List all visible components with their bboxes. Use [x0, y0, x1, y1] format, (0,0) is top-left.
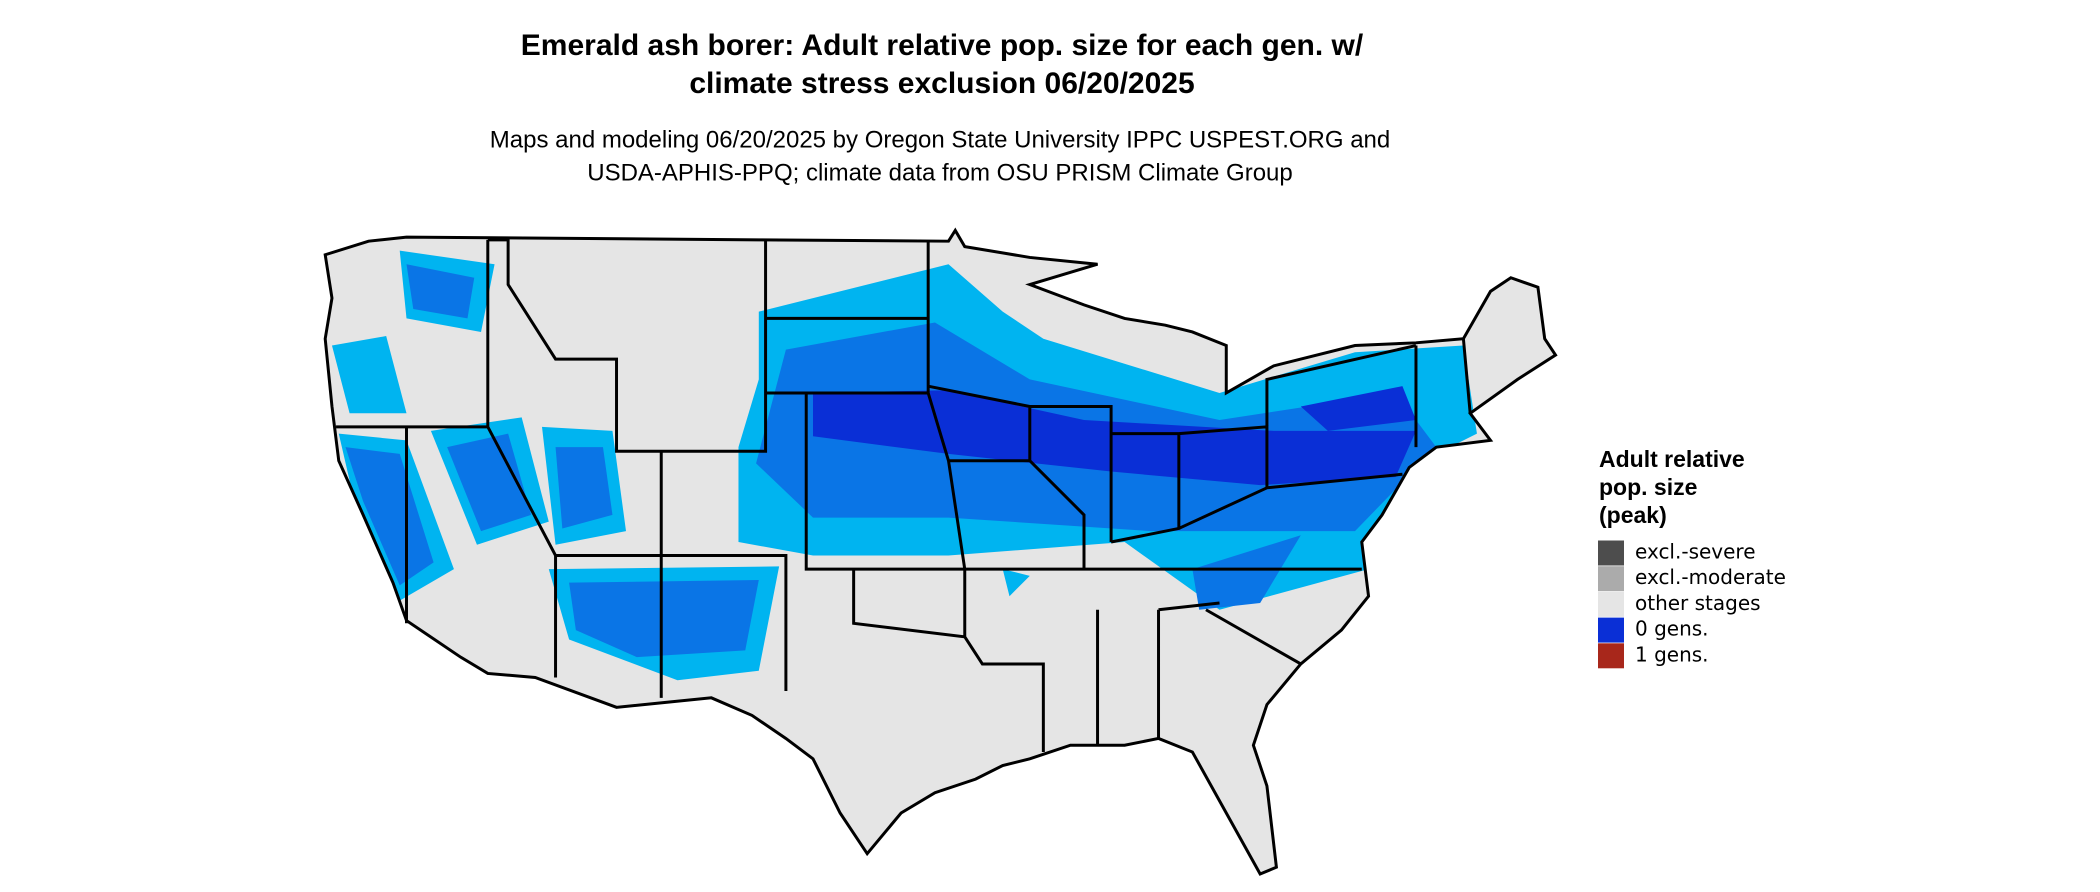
legend-swatch [1598, 566, 1624, 592]
legend-label: other stages [1635, 591, 1761, 615]
legend-label: 1 gens. [1635, 642, 1709, 666]
legend-label: excl.-moderate [1635, 565, 1786, 589]
legend-swatch [1598, 617, 1624, 643]
map [323, 227, 1558, 876]
legend-label: 0 gens. [1635, 617, 1709, 641]
title-line: Emerald ash borer: Adult relative pop. s… [521, 29, 1364, 62]
legend-title: (peak) [1599, 502, 1667, 528]
header: Emerald ash borer: Adult relative pop. s… [490, 29, 1390, 186]
legend-title: pop. size [1599, 474, 1697, 500]
legend-swatch [1598, 591, 1624, 617]
legend-title: Adult relative [1599, 446, 1745, 472]
subtitle-line: USDA-APHIS-PPQ; climate data from OSU PR… [587, 159, 1293, 186]
state-borders [336, 238, 1472, 753]
subtitle-line: Maps and modeling 06/20/2025 by Oregon S… [490, 126, 1390, 153]
legend-swatch [1598, 643, 1624, 669]
legend-label: excl.-severe [1635, 540, 1756, 564]
legend-swatch [1598, 540, 1624, 566]
title-line: climate stress exclusion 06/20/2025 [689, 67, 1194, 100]
population-shading [331, 250, 1477, 681]
